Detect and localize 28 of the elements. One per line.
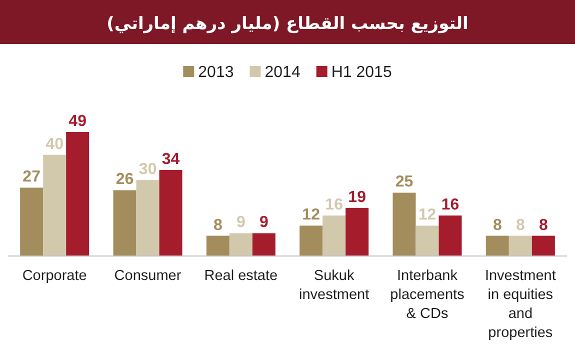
category: Interbank placements & CDs [390,268,464,322]
data-label: 26 [116,171,134,188]
data-label: 25 [395,174,414,191]
category: Consumer [114,268,182,284]
data-label: 12 [418,206,436,224]
data-label: 8 [538,216,548,234]
data-label: 8 [213,216,222,234]
category: Investment in equities and properties [484,268,556,341]
legend-label: 2013 [198,64,234,81]
data-label: 40 [46,136,64,153]
data-label: 9 [259,214,268,232]
data-label: 12 [302,206,320,224]
data-label: 30 [138,161,157,178]
category: Real estate [204,268,278,284]
data-label: 9 [236,214,246,232]
data-label: 8 [492,216,502,234]
category: Corporate [22,268,87,284]
data-label: 34 [162,150,180,168]
title: التوزيع بحسب القطاع (مليار درهم إماراتي) [106,14,468,34]
data-label: 16 [325,196,344,214]
legend-label: 2014 [264,64,300,81]
data-label: 19 [348,188,366,206]
data-label: 49 [68,113,87,130]
data-label: 8 [516,216,525,234]
data-label: 27 [22,168,41,186]
category: Sukuk investment [299,268,370,303]
legend-label: H1 2015 [331,64,392,81]
data-label: 16 [441,196,460,214]
